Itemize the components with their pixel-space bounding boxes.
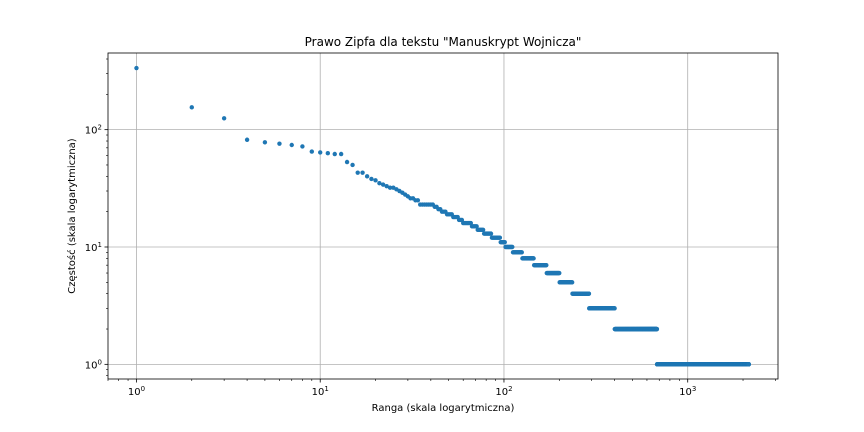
data-point xyxy=(510,244,515,250)
data-point xyxy=(654,326,660,332)
x-tick-label: 101 xyxy=(312,385,329,398)
y-axis-label: Częstość (skala logarytmiczna) xyxy=(66,138,78,294)
data-point xyxy=(569,280,575,285)
data-points xyxy=(134,65,751,367)
data-point xyxy=(338,151,344,157)
data-point xyxy=(344,159,350,165)
x-tick-label: 102 xyxy=(495,385,512,398)
data-point xyxy=(373,178,378,183)
data-point xyxy=(531,256,536,261)
plot-frame xyxy=(107,52,779,380)
y-tick-label: 101 xyxy=(85,241,102,254)
data-point xyxy=(350,162,355,168)
grid-lines xyxy=(108,53,778,379)
data-point xyxy=(309,149,315,154)
data-point xyxy=(364,174,370,179)
x-tick-label: 100 xyxy=(128,385,145,398)
data-point xyxy=(134,65,139,71)
x-axis-label: Ranga (skala logarytmiczna) xyxy=(372,403,515,414)
data-point xyxy=(519,250,524,255)
data-point xyxy=(369,176,374,182)
data-point xyxy=(360,170,365,175)
data-point xyxy=(746,362,751,367)
data-point xyxy=(380,182,386,187)
chart-title: Prawo Zipfa dla tekstu "Manuskrypt Wojni… xyxy=(305,35,582,49)
data-point xyxy=(557,270,562,276)
data-point xyxy=(289,142,294,148)
data-point xyxy=(586,291,592,296)
data-point xyxy=(488,231,494,236)
data-point xyxy=(221,116,227,121)
data-point xyxy=(502,239,507,245)
data-point xyxy=(384,183,389,189)
data-point xyxy=(300,144,305,149)
data-point xyxy=(325,151,331,156)
data-point xyxy=(332,151,337,157)
data-point xyxy=(497,235,503,240)
y-tick-label: 102 xyxy=(85,124,102,137)
x-tick-label: 103 xyxy=(679,385,696,398)
data-point xyxy=(262,140,268,145)
data-point xyxy=(277,141,282,146)
axis-ticks: 100 101 102 103 100 101 102 xyxy=(85,58,776,398)
data-point xyxy=(318,150,323,155)
data-point xyxy=(480,227,486,233)
data-point xyxy=(377,180,382,186)
data-point xyxy=(415,198,421,203)
data-point xyxy=(189,105,194,110)
data-point xyxy=(544,262,549,268)
y-tick-label: 100 xyxy=(85,358,102,371)
data-point xyxy=(387,185,393,190)
data-point xyxy=(474,224,479,229)
data-point xyxy=(612,306,617,311)
data-point xyxy=(355,170,360,175)
data-point xyxy=(244,137,250,142)
